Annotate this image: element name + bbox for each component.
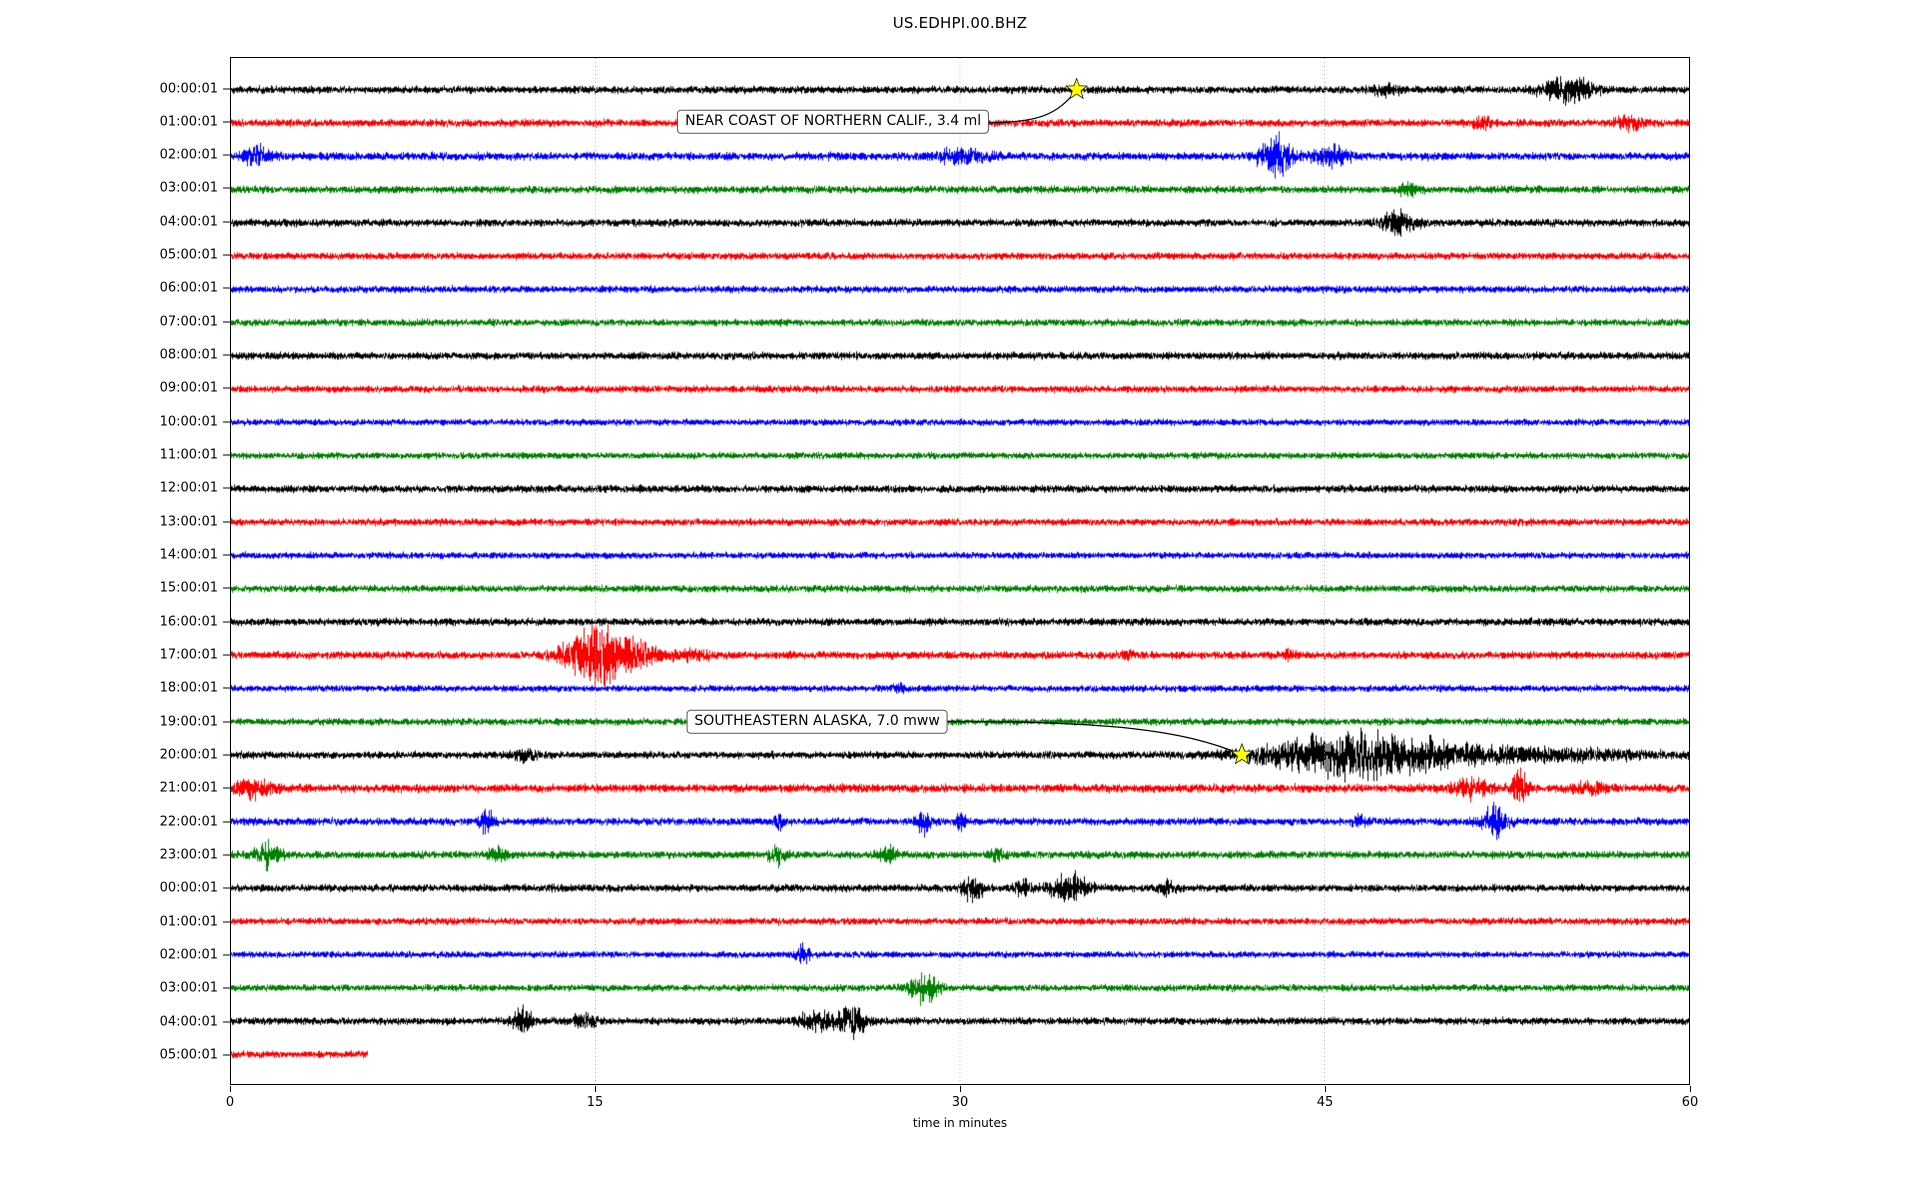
y-axis-tick: [223, 121, 230, 123]
y-axis-tick: [223, 954, 230, 956]
y-axis-tick-label: 05:00:01: [159, 1047, 218, 1063]
x-axis: 0 15 30 45 60: [226, 1086, 1698, 1126]
y-axis-tick: [223, 921, 230, 923]
y-axis-labels: 00:00:01 01:00:01 02:00:01 03:00:01 04:00:01…: [0, 57, 218, 1085]
event-annotation-label[interactable]: NEAR COAST OF NORTHERN CALIF., 3.4 ml: [677, 109, 990, 135]
y-axis-tick: [223, 854, 230, 856]
x-axis-tick-label: 45: [1316, 1095, 1334, 1110]
y-axis-tick-label: 04:00:01: [159, 214, 218, 230]
y-axis-tick: [223, 88, 230, 89]
y-axis-tick-label: 05:00:01: [159, 247, 218, 263]
y-axis-tick: [223, 254, 230, 256]
y-axis-tick: [223, 987, 230, 989]
x-axis-tick: [595, 1086, 596, 1092]
y-axis-tick: [223, 687, 230, 689]
y-axis-tick-label: 14:00:01: [159, 547, 218, 563]
y-axis-tick: [223, 654, 230, 656]
y-axis-tick: [223, 1021, 230, 1023]
x-axis-title: time in minutes: [912, 1116, 1008, 1130]
y-axis-tick-label: 16:00:01: [159, 614, 218, 630]
y-axis-tick: [223, 787, 230, 789]
y-axis-tick: [223, 321, 230, 323]
y-axis-tick-label: 03:00:01: [159, 180, 218, 196]
y-axis-tick: [223, 387, 230, 389]
x-axis-tick-label: 60: [1681, 1095, 1699, 1110]
y-axis-tick-label: 09:00:01: [159, 380, 218, 396]
y-axis-tick: [223, 487, 230, 489]
y-axis-tick: [223, 1054, 230, 1056]
y-axis-ticks: [223, 57, 231, 1085]
y-axis-tick-label: 07:00:01: [159, 314, 218, 330]
y-axis-tick: [223, 621, 230, 623]
y-axis-tick-label: 17:00:01: [159, 647, 218, 663]
y-axis-tick: [223, 454, 230, 456]
y-axis-tick: [223, 354, 230, 356]
x-axis-tick: [1690, 1086, 1691, 1092]
y-axis-tick-label: 00:00:01: [159, 81, 218, 96]
y-axis-tick-label: 23:00:01: [159, 847, 218, 863]
x-axis-tick: [230, 1086, 231, 1092]
x-axis-tick-label: 15: [586, 1095, 604, 1110]
y-axis-tick-label: 19:00:01: [159, 714, 218, 730]
y-axis-tick-label: 21:00:01: [159, 780, 218, 796]
y-axis-tick: [223, 554, 230, 556]
y-axis-tick-label: 10:00:01: [159, 414, 218, 430]
x-axis-tick-label: 30: [951, 1095, 969, 1110]
y-axis-tick-label: 11:00:01: [159, 447, 218, 463]
x-axis-tick-label: 0: [225, 1095, 235, 1110]
y-axis-tick: [223, 421, 230, 423]
annotation-overlay: [947, 77, 1254, 765]
y-axis-tick-label: 13:00:01: [159, 514, 218, 530]
y-axis-tick: [223, 154, 230, 156]
annotation-connector-line: [989, 89, 1078, 124]
event-star-marker[interactable]: [1230, 742, 1254, 765]
y-axis-tick-label: 01:00:01: [159, 114, 218, 130]
y-axis-tick: [223, 587, 230, 589]
y-axis-tick: [223, 821, 230, 823]
event-star-marker[interactable]: [1065, 77, 1089, 100]
y-axis-tick: [223, 887, 230, 889]
y-axis-tick: [223, 754, 230, 756]
y-axis-tick-label: 20:00:01: [159, 747, 218, 763]
annotation-connector-line: [947, 720, 1243, 756]
x-axis-tick: [1325, 1086, 1326, 1092]
y-axis-tick-label: 02:00:01: [159, 947, 218, 963]
y-axis-tick-label: 01:00:01: [159, 914, 218, 930]
y-axis-tick-label: 08:00:01: [159, 347, 218, 363]
y-axis-tick-label: 02:00:01: [159, 147, 218, 163]
y-axis-tick-label: 03:00:01: [159, 980, 218, 996]
y-axis-tick: [223, 221, 230, 223]
y-axis-tick: [223, 287, 230, 289]
y-axis-tick-label: 15:00:01: [159, 580, 218, 596]
event-annotation-label[interactable]: SOUTHEASTERN ALASKA, 7.0 mww: [686, 709, 948, 734]
y-axis-tick-label: 06:00:01: [159, 280, 218, 296]
x-axis-tick: [960, 1086, 961, 1092]
y-axis-tick-label: 22:00:01: [159, 814, 218, 830]
y-axis-tick: [223, 721, 230, 723]
y-axis-tick: [223, 521, 230, 523]
y-axis-tick: [223, 187, 230, 189]
page-title: US.EDHPI.00.BHZ: [892, 14, 1028, 32]
plot-area: [230, 57, 1690, 1085]
y-axis-tick-label: 04:00:01: [159, 1014, 218, 1030]
y-axis-tick-label: 00:00:01: [159, 880, 218, 896]
y-axis-tick-label: 18:00:01: [159, 680, 218, 696]
y-axis-tick-label: 12:00:01: [159, 480, 218, 496]
